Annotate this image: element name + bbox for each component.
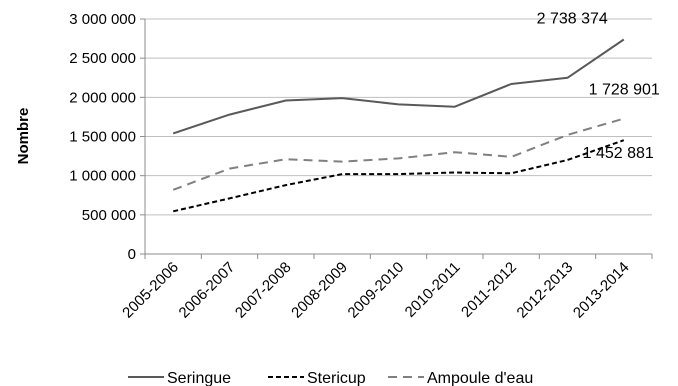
legend: Seringue Stericup Ampoule d'eau	[128, 370, 533, 386]
tick-labels: 0 500 000 1 000 000 1 500 000 2 000 000 2 500…	[69, 11, 632, 322]
y-tick-label: 2 500 000	[69, 50, 136, 67]
data-label-seringue: 2 738 374	[537, 10, 608, 27]
x-tick-label: 2013-2014	[570, 259, 633, 322]
data-labels: 2 738 374 1 728 901 1 452 881	[537, 10, 660, 162]
x-tick-label: 2010-2011	[402, 259, 464, 321]
y-tick-label: 500 000	[82, 207, 136, 224]
y-tick-label: 3 000 000	[69, 11, 136, 28]
y-axis-label: Nombre	[15, 108, 32, 165]
x-tick-label: 2006-2007	[176, 259, 239, 322]
x-tick-label: 2005-2006	[119, 259, 182, 322]
series-line-stericup	[172, 139, 625, 213]
series-lines	[172, 38, 625, 213]
axes	[140, 18, 653, 259]
data-label-ampoule-d-eau: 1 728 901	[589, 82, 660, 99]
x-tick-label: 2012-2013	[514, 259, 577, 322]
x-tick-label: 2011-2012	[458, 259, 520, 321]
gridlines	[145, 18, 652, 216]
legend-label-stericup: Stericup	[307, 370, 366, 386]
series-line-seringue	[172, 38, 625, 135]
x-tick-label: 2009-2010	[345, 259, 408, 322]
y-tick-label: 1 500 000	[69, 129, 136, 146]
y-tick-label: 0	[128, 246, 136, 263]
series-line-ampoule-d-eau	[172, 117, 625, 191]
x-tick-label: 2007-2008	[232, 259, 295, 322]
legend-label-seringue: Seringue	[167, 370, 231, 386]
x-tick-label: 2008-2009	[288, 259, 351, 322]
data-label-stericup: 1 452 881	[583, 145, 654, 162]
y-tick-label: 2 000 000	[69, 89, 136, 106]
y-tick-label: 1 000 000	[69, 168, 136, 185]
legend-label-ampoule-d-eau: Ampoule d'eau	[427, 370, 533, 386]
